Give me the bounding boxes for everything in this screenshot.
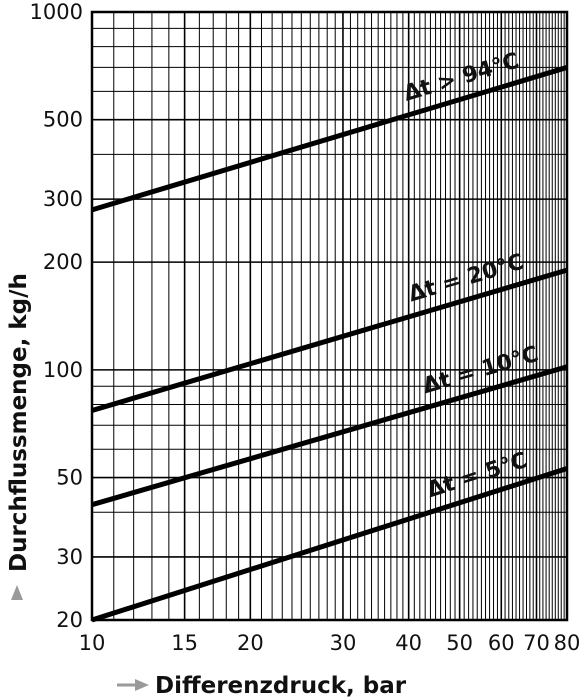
x-tick-label: 40	[395, 631, 422, 655]
y-axis-arrow-icon	[11, 585, 23, 600]
x-tick-label: 10	[79, 631, 106, 655]
y-tick-label: 100	[43, 358, 83, 382]
x-tick-label: 80	[554, 631, 579, 655]
y-axis-title: Durchflussmenge, kg/h	[6, 273, 32, 572]
plot-frame	[90, 10, 569, 622]
series-line	[91, 364, 568, 508]
x-axis-title-group: Differenzdruck, bar	[117, 673, 407, 699]
series-line	[91, 65, 568, 213]
x-tick-labels: 10 15 20 30 40 50 60 70 80	[79, 631, 579, 655]
y-tick-label: 200	[43, 250, 83, 274]
major-grid	[91, 11, 568, 621]
series-labels: Δt > 94°CΔt = 20°CΔt = 10°CΔt = 5°C	[401, 49, 542, 504]
x-tick-label: 15	[171, 631, 198, 655]
minor-grid	[92, 12, 567, 620]
series-line	[91, 267, 568, 413]
x-tick-label: 20	[237, 631, 264, 655]
series-lines	[91, 65, 568, 623]
y-tick-label: 300	[43, 187, 83, 211]
x-tick-label: 70	[523, 631, 550, 655]
y-tick-labels: 20 30 50 100 200 300 500 1000	[30, 0, 83, 632]
y-tick-label: 1000	[30, 0, 83, 24]
x-axis-arrow-icon	[135, 679, 149, 691]
x-axis-title: Differenzdruck, bar	[155, 673, 407, 699]
x-tick-label: 60	[488, 631, 515, 655]
x-tick-label: 30	[330, 631, 357, 655]
y-axis-title-group: Durchflussmenge, kg/h	[6, 273, 32, 600]
y-tick-label: 500	[43, 108, 83, 132]
y-tick-label: 30	[56, 545, 83, 569]
y-tick-label: 20	[56, 608, 83, 632]
x-tick-label: 50	[446, 631, 473, 655]
y-tick-label: 50	[56, 466, 83, 490]
series-line	[91, 466, 568, 623]
